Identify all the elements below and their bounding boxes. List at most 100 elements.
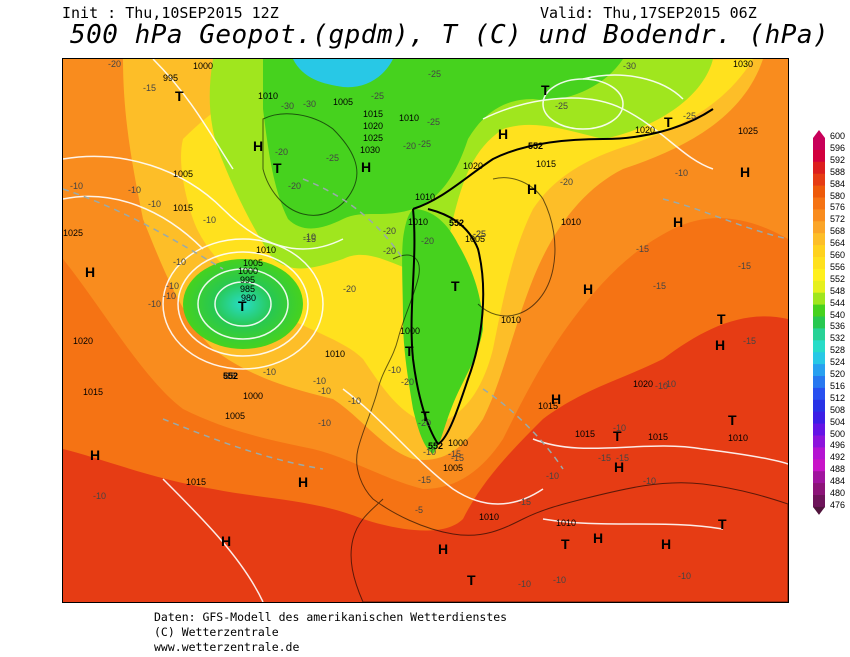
geopot-label: 552 — [428, 441, 443, 451]
coastline-scandinavia — [477, 177, 556, 317]
legend-level-label: 524 — [830, 357, 846, 368]
low-center-symbol: T — [175, 88, 184, 104]
pressure-label: 995 — [240, 275, 255, 285]
temp-label: -25 — [683, 111, 696, 121]
footer-website: www.wetterzentrale.de — [154, 640, 300, 654]
temp-label: -20 — [108, 59, 121, 69]
pressure-label: 1020 — [73, 336, 93, 346]
pressure-label: 1000 — [243, 391, 263, 401]
high-center-symbol: H — [673, 214, 683, 230]
temp-label: -20 — [418, 418, 431, 428]
temp-label: -20 — [343, 284, 356, 294]
footer-data-source: Daten: GFS-Modell des amerikanischen Wet… — [154, 610, 508, 624]
temp-label: -20 — [403, 141, 416, 151]
legend-swatch — [813, 138, 825, 151]
legend-level-label: 552 — [830, 273, 846, 284]
pressure-label: 1025 — [363, 133, 383, 143]
legend-level-label: 580 — [830, 190, 846, 201]
pressure-labels: 1000 995 1010 1005 1015 1020 1025 1030 1… — [63, 59, 758, 528]
pressure-label: 1015 — [575, 429, 595, 439]
temp-label: -10 — [203, 215, 216, 225]
high-center-symbol: H — [661, 536, 671, 552]
high-center-symbol: H — [715, 337, 725, 353]
pressure-label: 995 — [163, 73, 178, 83]
temp-label: -10 — [518, 579, 531, 589]
legend-level-label: 492 — [830, 452, 846, 463]
legend-level-label: 600 — [830, 131, 846, 141]
legend-level-label: 504 — [830, 416, 846, 427]
legend-swatch — [813, 423, 825, 436]
legend-swatch — [813, 459, 825, 472]
pressure-label: 1030 — [733, 59, 753, 69]
high-center-symbol: H — [90, 447, 100, 463]
legend-swatch — [813, 483, 825, 496]
temp-label: -10 — [613, 423, 626, 433]
legend-swatch — [813, 221, 825, 234]
temp-label: -15 — [518, 497, 531, 507]
temperature-labels: -20 -15 -25 -30 -30 -25 -20 -20 -25 -25 … — [70, 59, 756, 589]
high-center-symbol: H — [85, 264, 95, 280]
temp-label: -10 — [166, 281, 179, 291]
weather-map: 1000 995 1010 1005 1015 1020 1025 1030 1… — [62, 58, 789, 603]
legend-swatch — [813, 340, 825, 353]
legend-level-label: 592 — [830, 154, 846, 165]
pressure-label: 1015 — [186, 477, 206, 487]
temp-label: -30 — [281, 101, 294, 111]
temp-label: -10 — [148, 199, 161, 209]
color-scale-bar — [813, 130, 825, 515]
high-center-symbol: H — [614, 459, 624, 475]
high-center-symbol: H — [593, 530, 603, 546]
high-center-symbol: H — [438, 541, 448, 557]
legend-swatch — [813, 304, 825, 317]
pressure-label: 985 — [240, 284, 255, 294]
temp-label: -15 — [223, 371, 236, 381]
temp-label: -15 — [303, 234, 316, 244]
low-center-symbol: T — [613, 428, 622, 444]
legend-swatch — [813, 387, 825, 401]
low-center-symbol: T — [238, 298, 247, 314]
init-time: Init : Thu,10SEP2015 12Z — [62, 4, 279, 22]
pressure-label: 1020 — [463, 161, 483, 171]
temp-label: -10 — [675, 168, 688, 178]
legend-level-label: 528 — [830, 345, 846, 356]
low-center-symbol: T — [421, 408, 430, 424]
pressure-label: 1005 — [225, 411, 245, 421]
pressure-label: 1015 — [536, 159, 556, 169]
pressure-label: 1005 — [243, 258, 263, 268]
coastline-greenland — [262, 113, 358, 216]
high-center-symbol: H — [583, 281, 593, 297]
temp-label: -10 — [163, 291, 176, 301]
pressure-label: 1010 — [556, 518, 576, 528]
temp-label: -20 — [288, 181, 301, 191]
low-center-symbol: T — [451, 278, 460, 294]
geopot-labels: 552 552 552 552 — [223, 141, 543, 451]
temp-label: -20 — [560, 177, 573, 187]
legend-level-label: 508 — [830, 404, 846, 415]
temp-label: -10 — [678, 571, 691, 581]
legend-swatch — [813, 173, 825, 187]
legend-swatch — [813, 197, 825, 210]
legend-swatch — [813, 328, 825, 341]
legend-level-label: 536 — [830, 321, 846, 332]
temp-label: -10 — [70, 181, 83, 191]
legend-level-label: 480 — [830, 488, 846, 498]
pressure-label: 980 — [241, 293, 256, 303]
legend-level-label: 556 — [830, 261, 846, 272]
trough-tongue — [402, 209, 483, 454]
legend-arrow-bottom — [813, 506, 825, 515]
temp-label: -10 — [423, 447, 436, 457]
geopot-552-north — [412, 108, 714, 210]
pressure-label: 1020 — [635, 125, 655, 135]
geopot-label: 552 — [223, 371, 238, 381]
high-center-symbol: H — [221, 533, 231, 549]
legend-level-label: 500 — [830, 428, 846, 439]
temp-label: -25 — [427, 117, 440, 127]
temp-label: -10 — [303, 232, 316, 242]
pressure-label: 1010 — [728, 433, 748, 443]
temp-label: -20 — [421, 236, 434, 246]
legend-level-label: 544 — [830, 297, 846, 308]
temp-label: -5 — [415, 505, 423, 515]
pressure-label: 1025 — [63, 228, 83, 238]
temp-label: -25 — [428, 69, 441, 79]
pressure-label: 1005 — [333, 97, 353, 107]
